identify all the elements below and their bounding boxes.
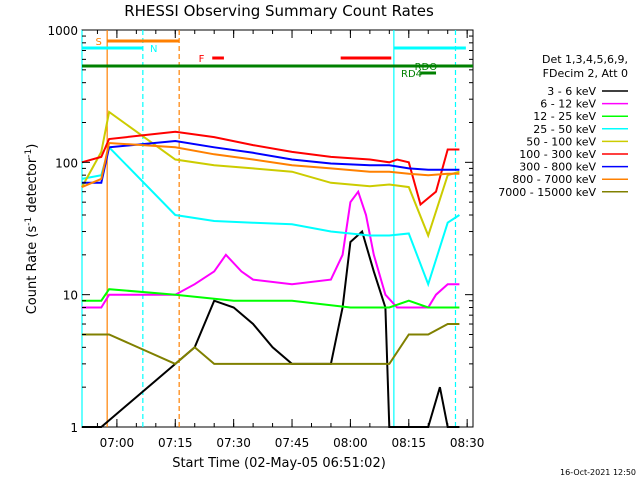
y-axis-title-sup2: -1 — [24, 149, 34, 158]
legend-entry-label: 300 - 800 keV — [519, 161, 596, 174]
y-axis-title-sup1: -1 — [24, 217, 34, 226]
series-line — [81, 229, 460, 428]
data-series — [81, 110, 460, 428]
y-tick-label: 1000 — [47, 24, 78, 38]
series-line — [81, 145, 460, 288]
x-axis-title: Start Time (02-May-05 06:51:02) — [172, 456, 386, 471]
legend-entry-label: 25 - 50 keV — [533, 123, 596, 136]
y-tick-label: 100 — [55, 156, 78, 170]
legend-entry-label: 3 - 6 keV — [547, 85, 596, 98]
legend-entry-label: 6 - 12 keV — [540, 98, 596, 111]
x-tick-label: 08:30 — [450, 436, 485, 450]
status-bar-label: S — [95, 37, 101, 48]
vertical-markers — [81, 30, 457, 427]
y-axis-title: Count Rate (s-1 detector-1) — [24, 144, 40, 315]
legend-entry-label: 7000 - 15000 keV — [498, 186, 596, 199]
series-line — [81, 141, 460, 189]
footer-timestamp: 16-Oct-2021 12:50 — [560, 468, 636, 477]
y-tick-label: 1 — [70, 421, 78, 435]
x-tick-label: 08:15 — [391, 436, 426, 450]
legend-entry-label: 800 - 7000 keV — [512, 173, 596, 186]
legend-header-line1: Det 1,3,4,5,6,9, — [542, 53, 628, 66]
x-tick-label: 07:15 — [158, 436, 193, 450]
legend-entry-label: 50 - 100 keV — [526, 135, 596, 148]
series-line — [81, 110, 460, 239]
status-bar-label: N — [150, 44, 157, 55]
y-axis-title-end: ) — [25, 144, 40, 149]
plot-frame — [81, 29, 474, 428]
y-axis-title-mid: detector — [25, 157, 40, 217]
series-line — [81, 139, 460, 184]
series-line — [81, 288, 460, 309]
series-line — [81, 130, 460, 207]
legend: Det 1,3,4,5,6,9, FDecim 2, Att 0 3 - 6 k… — [498, 53, 628, 199]
x-tick-label: 07:45 — [275, 436, 310, 450]
y-tick-label: 10 — [63, 289, 78, 303]
legend-entry-label: 12 - 25 keV — [533, 110, 596, 123]
status-bar-label: RD4 — [401, 69, 422, 80]
x-tick-label: 07:00 — [100, 436, 135, 450]
status-bar-label: RDO — [415, 62, 438, 73]
x-axis-ticks: 07:00 07:15 07:30 07:45 08:00 08:15 08:30 — [96, 30, 485, 450]
legend-header-line2: FDecim 2, Att 0 — [543, 67, 628, 80]
x-tick-label: 08:00 — [333, 436, 368, 450]
y-axis-title-main: Count Rate (s — [25, 226, 40, 315]
series-line — [81, 323, 460, 366]
x-tick-label: 07:30 — [216, 436, 251, 450]
status-bar-label: F — [199, 54, 205, 65]
series-line — [81, 189, 460, 309]
legend-entry-label: 100 - 300 keV — [519, 148, 596, 161]
chart-title: RHESSI Observing Summary Count Rates — [124, 2, 434, 20]
y-axis-ticks: 1 10 100 1000 — [47, 24, 473, 435]
